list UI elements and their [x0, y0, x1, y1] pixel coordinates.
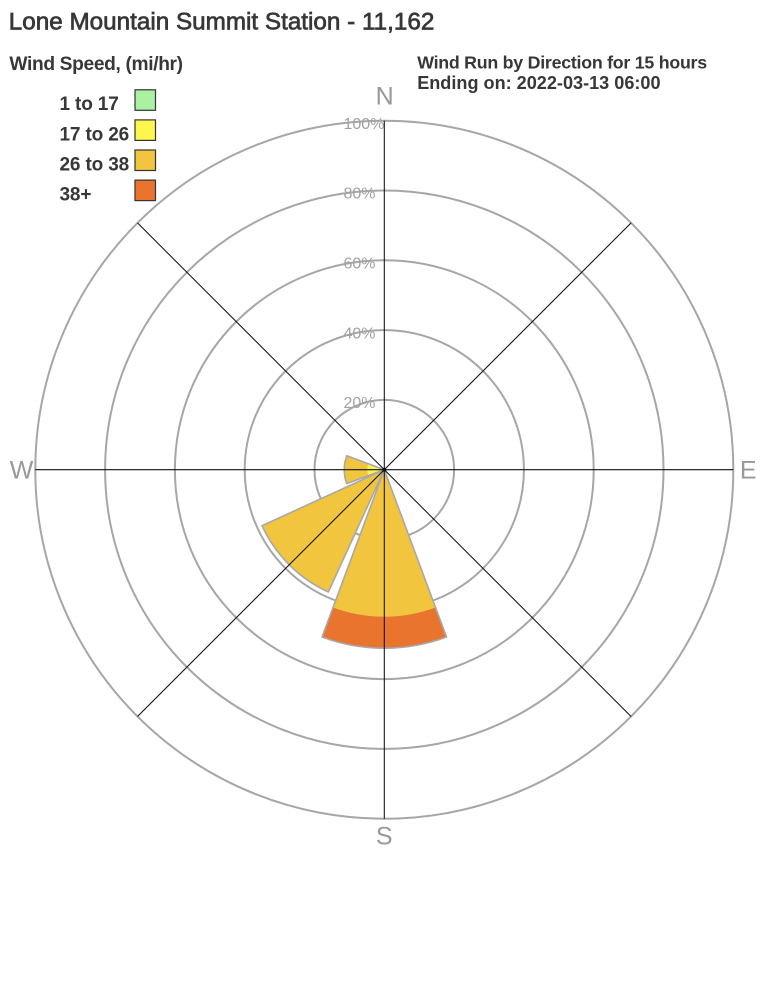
- svg-text:40%: 40%: [344, 325, 376, 342]
- svg-text:Wind Run by Direction for 15 h: Wind Run by Direction for 15 hours: [417, 53, 707, 73]
- svg-text:38+: 38+: [60, 185, 92, 206]
- svg-text:W: W: [10, 457, 34, 485]
- svg-text:Lone Mountain Summit Station -: Lone Mountain Summit Station - 11,162: [9, 8, 435, 35]
- svg-text:60%: 60%: [344, 256, 376, 273]
- svg-text:1 to 17: 1 to 17: [60, 94, 119, 115]
- svg-text:N: N: [376, 83, 394, 111]
- svg-text:100%: 100%: [344, 116, 385, 133]
- svg-text:20%: 20%: [344, 395, 376, 412]
- svg-text:17 to 26: 17 to 26: [60, 124, 130, 145]
- svg-text:S: S: [376, 823, 393, 851]
- svg-text:80%: 80%: [344, 186, 376, 203]
- svg-text:Wind Speed, (mi/hr): Wind Speed, (mi/hr): [9, 54, 182, 75]
- svg-text:26 to 38: 26 to 38: [60, 154, 130, 175]
- svg-text:E: E: [740, 457, 757, 485]
- svg-text:Ending on: 2022-03-13 06:00: Ending on: 2022-03-13 06:00: [417, 73, 660, 93]
